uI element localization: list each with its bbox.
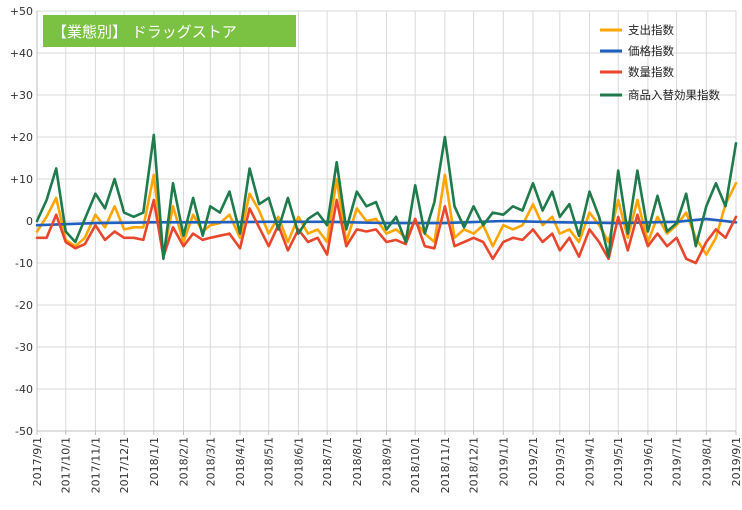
x-tick-label: 2017/12/1 (118, 437, 131, 493)
title-background (43, 15, 296, 47)
x-tick-label: 2017/9/1 (31, 437, 44, 486)
x-tick-label: 2019/6/1 (642, 437, 655, 486)
x-tick-label: 2019/3/1 (554, 437, 567, 486)
x-tick-label: 2018/8/1 (351, 437, 364, 486)
x-tick-label: 2018/5/1 (263, 437, 276, 486)
series-lines (35, 133, 738, 265)
x-tick-label: 2019/9/1 (730, 437, 742, 486)
legend-label-spending: 支出指数 (628, 23, 674, 37)
legend-label-price: 価格指数 (628, 44, 674, 58)
y-tick-label: -50 (15, 425, 33, 438)
x-tick-label: 2018/12/1 (468, 437, 481, 493)
x-tick-label: 2019/5/1 (612, 437, 625, 486)
y-tick-label: -30 (15, 341, 33, 354)
x-tick-label: 2018/10/1 (409, 437, 422, 493)
y-tick-label: +20 (10, 131, 33, 144)
legend-label-replacement: 商品入替効果指数 (628, 88, 720, 102)
y-tick-label: +10 (10, 173, 33, 186)
y-tick-label: 0 (26, 215, 33, 228)
y-tick-label: -20 (15, 299, 33, 312)
x-tick-label: 2017/10/1 (60, 437, 73, 493)
legend-label-quantity: 数量指数 (628, 65, 674, 79)
y-tick-label: +50 (10, 5, 33, 18)
y-tick-label: +30 (10, 89, 33, 102)
legend: 支出指数 価格指数 数量指数 商品入替効果指数 (600, 23, 720, 102)
x-tick-label: 2018/11/1 (439, 437, 452, 493)
x-tick-label: 2018/2/1 (178, 437, 191, 486)
x-tick-label: 2019/7/1 (671, 437, 684, 486)
x-tick-label: 2019/8/1 (700, 437, 713, 486)
x-tick-label: 2018/7/1 (321, 437, 334, 486)
y-tick-label: -10 (15, 257, 33, 270)
x-axis: 2017/9/1 2017/10/1 2017/11/1 2017/12/1 2018/… (31, 430, 742, 493)
x-tick-label: 2018/4/1 (234, 437, 247, 486)
series-line-0 (35, 173, 738, 256)
series-line-3 (35, 133, 738, 261)
x-tick-label: 2019/1/1 (497, 437, 510, 486)
x-tick-label: 2018/9/1 (381, 437, 394, 486)
series-line-2 (35, 198, 738, 265)
x-tick-label: 2019/4/1 (583, 437, 596, 486)
x-tick-label: 2018/6/1 (292, 437, 305, 486)
chart-title-box: 【業態別】 ドラッグストア (43, 15, 296, 47)
y-tick-label: -40 (15, 383, 33, 396)
x-tick-label: 2018/1/1 (148, 437, 161, 486)
chart-title: 【業態別】 ドラッグストア (52, 23, 237, 41)
y-tick-label: +40 (10, 47, 33, 60)
x-tick-label: 2019/2/1 (527, 437, 540, 486)
x-tick-label: 2018/3/1 (204, 437, 217, 486)
x-tick-label: 2017/11/1 (89, 437, 102, 493)
